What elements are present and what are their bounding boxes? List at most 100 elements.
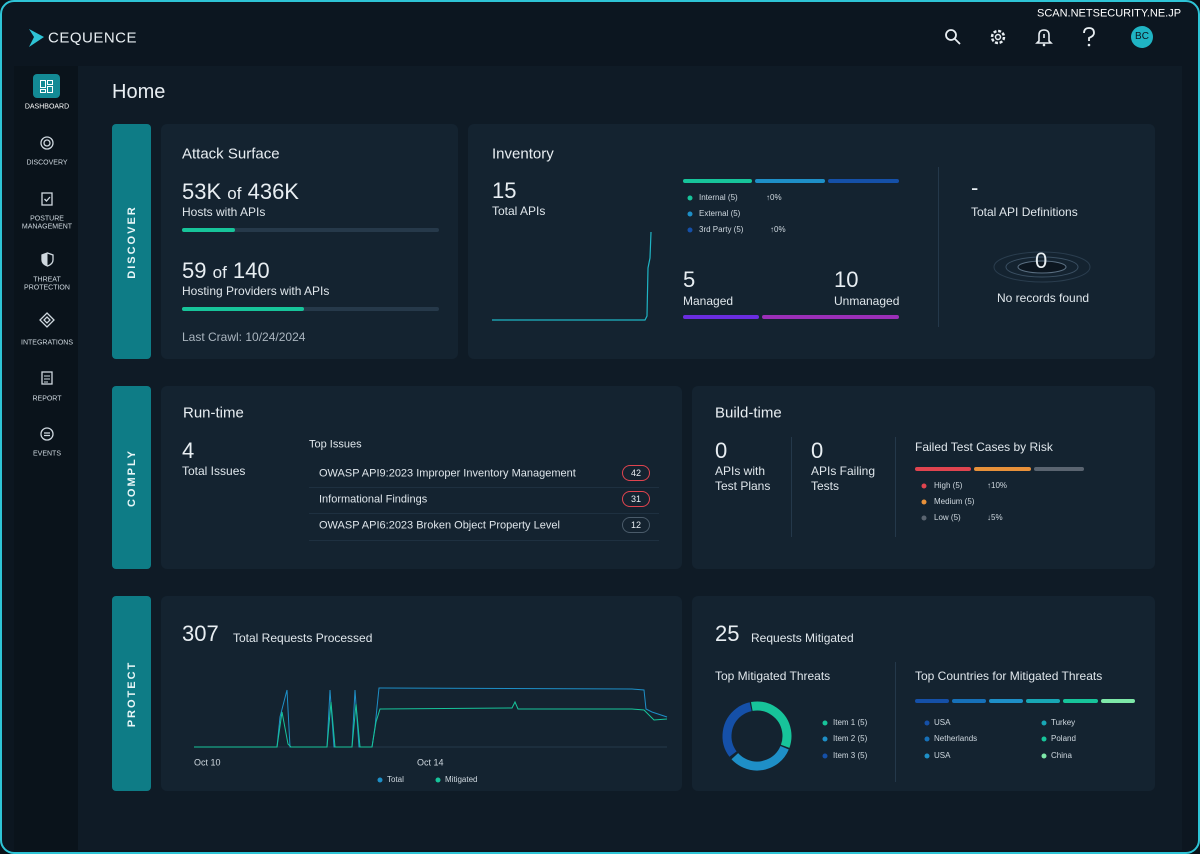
- metric-label: Managed: [683, 294, 734, 308]
- card-title: Inventory: [492, 145, 554, 163]
- metric-label: Hosting Providers with APIs: [182, 284, 330, 298]
- report-icon[interactable]: [41, 371, 53, 385]
- issue-count: 42: [622, 465, 650, 481]
- chart-title: Top Mitigated Threats: [715, 669, 831, 683]
- metric-label: APIs Failing Tests: [811, 464, 876, 493]
- split-bar: [762, 315, 899, 319]
- progress-fill: [182, 307, 304, 311]
- legend-label: Netherlands: [934, 734, 978, 743]
- card-title: Run-time: [183, 404, 244, 422]
- nav-item[interactable]: DISCOVERY: [26, 159, 68, 167]
- legend-label: Low (5): [934, 513, 961, 522]
- brand: CEQUENCE: [48, 29, 138, 47]
- posture-icon[interactable]: [41, 191, 53, 206]
- metric: 59 of 140: [182, 260, 270, 282]
- legend-change: ↓5%: [987, 513, 1003, 522]
- metric-value: 0: [715, 438, 728, 463]
- nav-item[interactable]: INTEGRATIONS: [21, 339, 73, 347]
- section-label: COMPLY: [125, 448, 138, 507]
- threat-icon[interactable]: [41, 252, 54, 267]
- divider: [895, 662, 896, 782]
- legend-label: External (5): [699, 209, 741, 218]
- issue-name[interactable]: OWASP API6:2023 Broken Object Property L…: [319, 519, 560, 532]
- legend-bar: [915, 467, 971, 471]
- avatar[interactable]: BC: [1131, 26, 1153, 48]
- legend-dot: [1041, 736, 1047, 742]
- nav-item[interactable]: EVENTS: [32, 450, 61, 458]
- metric-value: 307: [182, 621, 219, 646]
- notification-icon[interactable]: [1035, 27, 1053, 47]
- settings-icon[interactable]: [989, 28, 1007, 46]
- metric: 53K of 436K: [182, 181, 299, 203]
- legend-change: ↑0%: [770, 225, 786, 234]
- issue-name[interactable]: Informational Findings: [319, 493, 428, 506]
- legend-bar: [1101, 699, 1135, 703]
- nav-item[interactable]: DASHBOARD: [24, 103, 70, 111]
- legend-dot: [921, 499, 927, 505]
- sparkline: [492, 231, 652, 321]
- integrations-icon[interactable]: [39, 312, 55, 330]
- empty-illustration: [993, 251, 1091, 283]
- card-title: Attack Surface: [182, 145, 280, 163]
- help-icon[interactable]: [1082, 27, 1096, 47]
- legend-change: ↑10%: [987, 481, 1008, 490]
- legend-dot: [822, 753, 828, 759]
- legend-bar: [915, 699, 949, 703]
- legend-label: High (5): [934, 481, 963, 490]
- chart-title: Failed Test Cases by Risk: [915, 440, 1053, 454]
- legend-dot: [921, 483, 927, 489]
- metric-total: 140: [232, 258, 270, 283]
- metric-label: Total API Definitions: [971, 205, 1078, 219]
- legend-label: Poland: [1051, 734, 1076, 743]
- metric-joiner: of: [227, 184, 242, 203]
- legend-bar: [989, 699, 1023, 703]
- legend-label: Item 1 (5): [833, 718, 868, 727]
- events-icon[interactable]: [40, 427, 54, 441]
- x-tick-label: Oct 14: [417, 757, 444, 768]
- sidebar: [14, 66, 78, 850]
- metric-value: 10: [834, 267, 859, 292]
- metric-joiner: of: [212, 263, 227, 282]
- nav-item[interactable]: PROTECTION: [24, 284, 70, 292]
- legend-dot: [435, 777, 441, 783]
- logo-icon: [29, 29, 44, 47]
- legend-label: Medium (5): [934, 497, 975, 506]
- legend-label: Mitigated: [445, 775, 478, 784]
- metric-total: 436K: [247, 179, 299, 204]
- card: [161, 386, 682, 569]
- legend-bar: [974, 467, 1031, 471]
- issue-name[interactable]: OWASP API9:2023 Improper Inventory Manag…: [319, 467, 576, 480]
- metric-value: -: [971, 175, 979, 200]
- watermark: SCAN.NETSECURITY.NE.JP: [1037, 7, 1182, 20]
- legend-label: USA: [934, 751, 951, 760]
- divider: [938, 167, 939, 327]
- legend-bar: [755, 179, 825, 183]
- nav-item[interactable]: REPORT: [32, 395, 62, 403]
- legend-label: 3rd Party (5): [699, 225, 744, 234]
- nav-item[interactable]: THREAT: [33, 276, 61, 284]
- legend-dot: [924, 736, 930, 742]
- metric-label: Total APIs: [492, 204, 546, 218]
- metric-label: Unmanaged: [834, 294, 900, 308]
- nav-item[interactable]: MANAGEMENT: [21, 223, 73, 231]
- chart-title: Top Countries for Mitigated Threats: [915, 669, 1103, 683]
- section-label: DISCOVER: [125, 204, 138, 279]
- requests-chart: [194, 687, 668, 748]
- dashboard-icon[interactable]: [40, 80, 53, 93]
- discovery-icon[interactable]: [40, 136, 54, 150]
- search-icon[interactable]: [944, 28, 962, 46]
- legend-dot: [377, 777, 383, 783]
- list-title: Top Issues: [309, 438, 362, 451]
- progress-track: [182, 228, 439, 232]
- metric-label: Hosts with APIs: [182, 205, 266, 219]
- metric-label: Total Issues: [182, 464, 246, 478]
- card: [161, 124, 458, 359]
- metric-value: 4: [182, 438, 195, 463]
- legend-label: China: [1051, 751, 1072, 760]
- legend-bar: [828, 179, 899, 183]
- legend-bar: [1063, 699, 1098, 703]
- legend-bar: [1026, 699, 1060, 703]
- metric-value: 5: [683, 267, 696, 292]
- nav-item[interactable]: POSTURE: [30, 215, 64, 223]
